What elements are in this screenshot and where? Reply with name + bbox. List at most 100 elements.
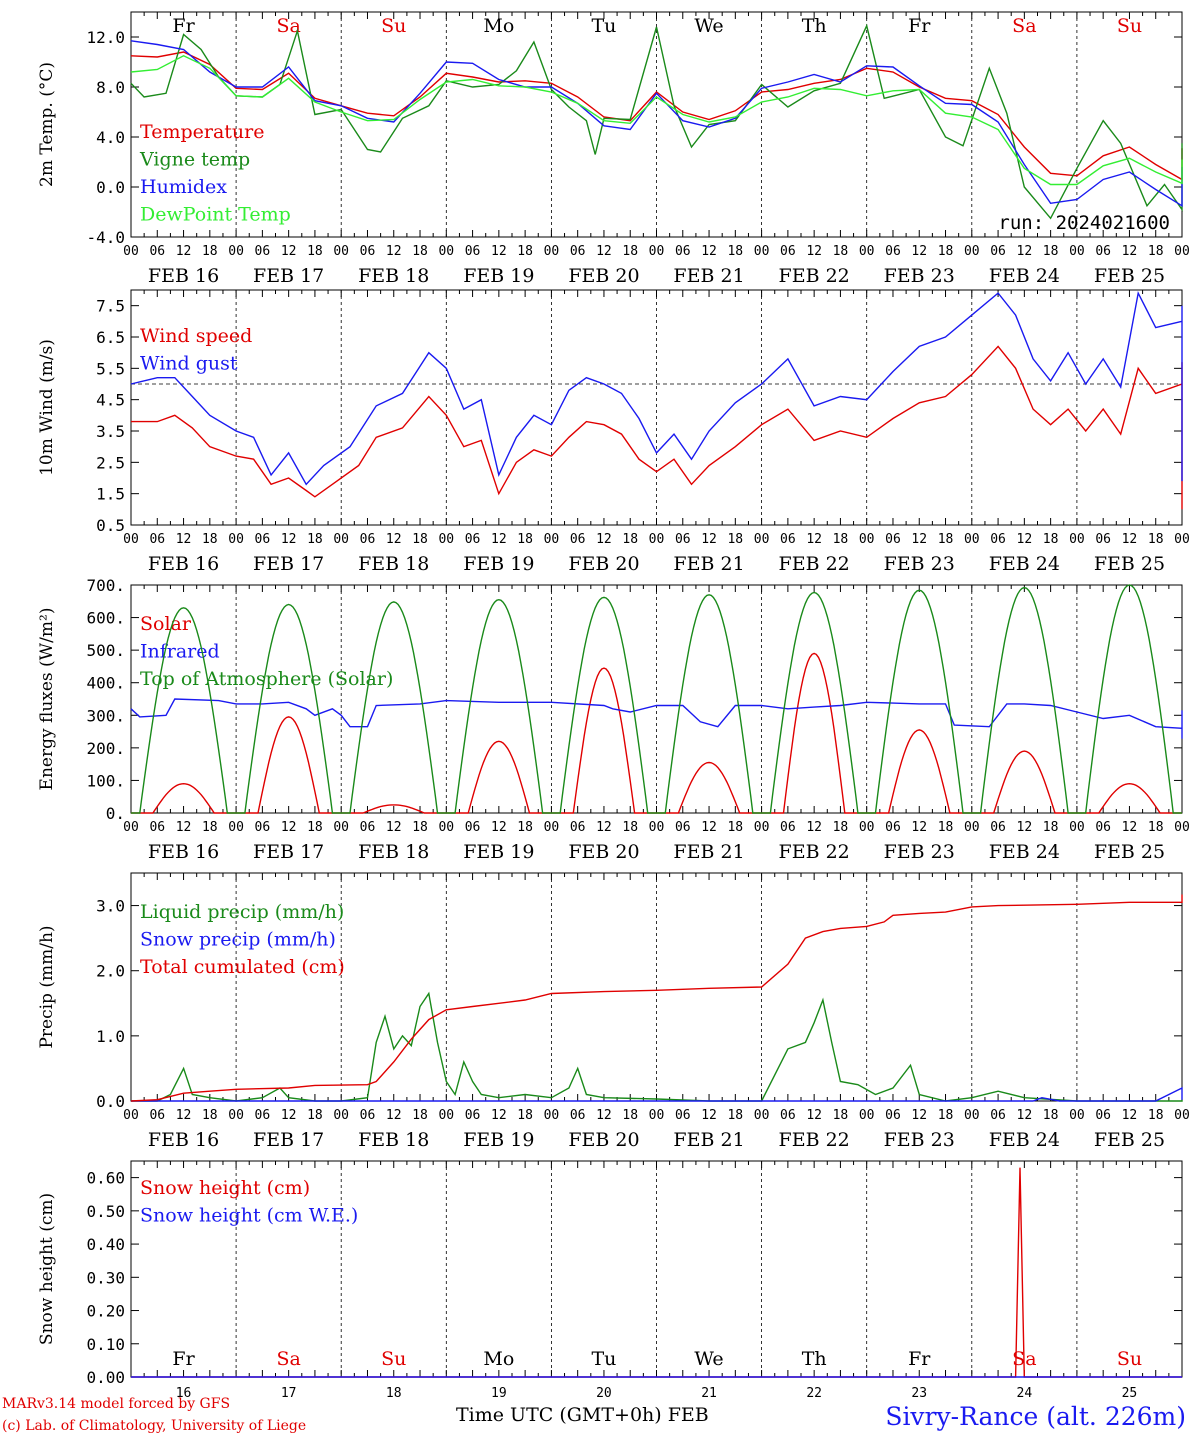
x-hour-label: 18 xyxy=(622,1108,638,1123)
x-hour-label: 06 xyxy=(465,244,481,259)
x-hour-label: 00 xyxy=(859,532,875,547)
x-hour-label: 12 xyxy=(911,532,927,547)
x-hour-label: 12 xyxy=(386,820,402,835)
x-day-label: FEB 25 xyxy=(1094,553,1165,575)
series-line xyxy=(131,584,1182,814)
x-hour-label: 12 xyxy=(491,532,507,547)
y-tick-label: 0.0 xyxy=(96,178,125,197)
series-line xyxy=(131,1086,1183,1102)
series-line xyxy=(130,894,1183,1102)
x-hour-label: 18 xyxy=(833,532,849,547)
panel-4: 0.0 1.0 2.0 3.0 Precip (mm/h) 00 06 12 18 00 06 12 1… xyxy=(37,872,1190,1151)
x-hour-label: 18 xyxy=(412,820,428,835)
x-hour-label: 00 xyxy=(123,532,139,547)
y-tick-label: 1.5 xyxy=(96,485,125,504)
x-hour-label: 00 xyxy=(1174,1108,1190,1123)
y-tick-label: 0.0 xyxy=(96,1092,125,1111)
x-hour-label: 18 xyxy=(727,820,743,835)
x-day-label: FEB 20 xyxy=(568,553,639,575)
x-hour-label: 12 xyxy=(701,244,717,259)
x-hour-label: 00 xyxy=(544,820,560,835)
x-hour-label: 18 xyxy=(833,820,849,835)
x-hour-label: 06 xyxy=(885,820,901,835)
x-hour-label: 18 xyxy=(1148,1108,1164,1123)
x-hour-label: 06 xyxy=(360,244,376,259)
x-hour-label: 00 xyxy=(859,820,875,835)
y-tick-label: 2.5 xyxy=(96,453,125,472)
x-hour-label: 12 xyxy=(491,244,507,259)
x-hour-label: 18 xyxy=(1043,532,1059,547)
x-day-label: FEB 16 xyxy=(148,841,219,863)
y-axis-label: 2m Temp. (°C) xyxy=(37,62,57,187)
x-hour-label: 00 xyxy=(649,820,665,835)
x-hour-label: 12 xyxy=(596,532,612,547)
x-hour-label: 06 xyxy=(570,244,586,259)
x-hour-label: 18 xyxy=(938,244,954,259)
panel-5: 0.00 0.10 0.20 0.30 0.40 0.50 0.60 Snow height … xyxy=(37,1160,1183,1401)
weekday-label: Th xyxy=(802,15,827,37)
series-line xyxy=(130,290,1183,486)
y-tick-label: 4.5 xyxy=(96,391,125,410)
x-hour-label: 18 xyxy=(412,1108,428,1123)
x-hour-label: 06 xyxy=(885,244,901,259)
x-hour-label: 18 xyxy=(517,244,533,259)
weekday-label: Mo xyxy=(483,15,514,37)
x-hour-label: 12 xyxy=(1122,532,1138,547)
y-tick-label: 0.5 xyxy=(96,516,125,535)
x-hour-label: 18 xyxy=(727,532,743,547)
x-hour-label: 00 xyxy=(1174,532,1190,547)
x-hour-label: 00 xyxy=(228,244,244,259)
x-axis-title: Time UTC (GMT+0h) FEB xyxy=(456,1404,709,1426)
weekday-label: Sa xyxy=(276,15,300,37)
x-hour-label: 00 xyxy=(228,820,244,835)
x-hour-label: 00 xyxy=(123,820,139,835)
x-hour-label: 18 xyxy=(202,820,218,835)
weekday-label: Tu xyxy=(591,1348,616,1370)
y-tick-label: 6.5 xyxy=(96,328,125,347)
y-axis-label: Precip (mm/h) xyxy=(37,925,57,1048)
x-hour-label: 12 xyxy=(1017,244,1033,259)
x-hour-label: 00 xyxy=(544,244,560,259)
x-hour-label: 06 xyxy=(570,820,586,835)
x-day-label: FEB 20 xyxy=(568,265,639,287)
x-day-label: FEB 24 xyxy=(989,1129,1060,1151)
series-line xyxy=(130,698,1183,739)
series-line xyxy=(130,40,1183,208)
x-hour-label: 00 xyxy=(964,820,980,835)
x-hour-label: 00 xyxy=(333,1108,349,1123)
x-hour-label: 12 xyxy=(281,820,297,835)
series-line xyxy=(130,51,1183,181)
x-hour-label: 06 xyxy=(1095,1108,1111,1123)
x-hour-label: 18 xyxy=(1043,1108,1059,1123)
y-tick-label: 200. xyxy=(86,739,125,758)
y-tick-label: 5.5 xyxy=(96,359,125,378)
x-hour-label: 18 xyxy=(517,532,533,547)
x-hour-label: 00 xyxy=(1069,244,1085,259)
x-hour-label: 18 xyxy=(412,532,428,547)
weekday-label: Fr xyxy=(908,15,931,37)
x-hour-label: 18 xyxy=(938,820,954,835)
x-hour-label: 18 xyxy=(517,820,533,835)
x-hour-label: 00 xyxy=(438,820,454,835)
panel-2: 0.5 1.5 2.5 3.5 4.5 5.5 6.5 7.5 10m Wind (m/s) 00… xyxy=(37,289,1190,575)
x-hour-label: 12 xyxy=(596,244,612,259)
x-hour-label: 12 xyxy=(596,1108,612,1123)
x-hour-label: 00 xyxy=(438,244,454,259)
x-hour-label: 06 xyxy=(149,820,165,835)
x-hour-label: 12 xyxy=(176,1108,192,1123)
x-hour-label: 00 xyxy=(544,532,560,547)
x-day-label: FEB 21 xyxy=(673,1129,744,1151)
y-tick-label: 4.0 xyxy=(96,128,125,147)
weekday-label: Fr xyxy=(172,1348,195,1370)
x-hour-label: 18 xyxy=(938,1108,954,1123)
y-tick-label: 0.00 xyxy=(86,1368,125,1387)
x-day-label: FEB 18 xyxy=(358,1129,429,1151)
x-hour-label: 00 xyxy=(228,532,244,547)
x-hour-label: 12 xyxy=(1017,532,1033,547)
x-day-label: FEB 23 xyxy=(884,553,955,575)
copyright-credit: (c) Lab. of Climatology, University of L… xyxy=(2,1418,307,1434)
x-hour-label: 00 xyxy=(859,1108,875,1123)
x-hour-label: 18 xyxy=(727,1108,743,1123)
x-hour-label: 06 xyxy=(990,1108,1006,1123)
x-hour-label: 18 xyxy=(307,532,323,547)
